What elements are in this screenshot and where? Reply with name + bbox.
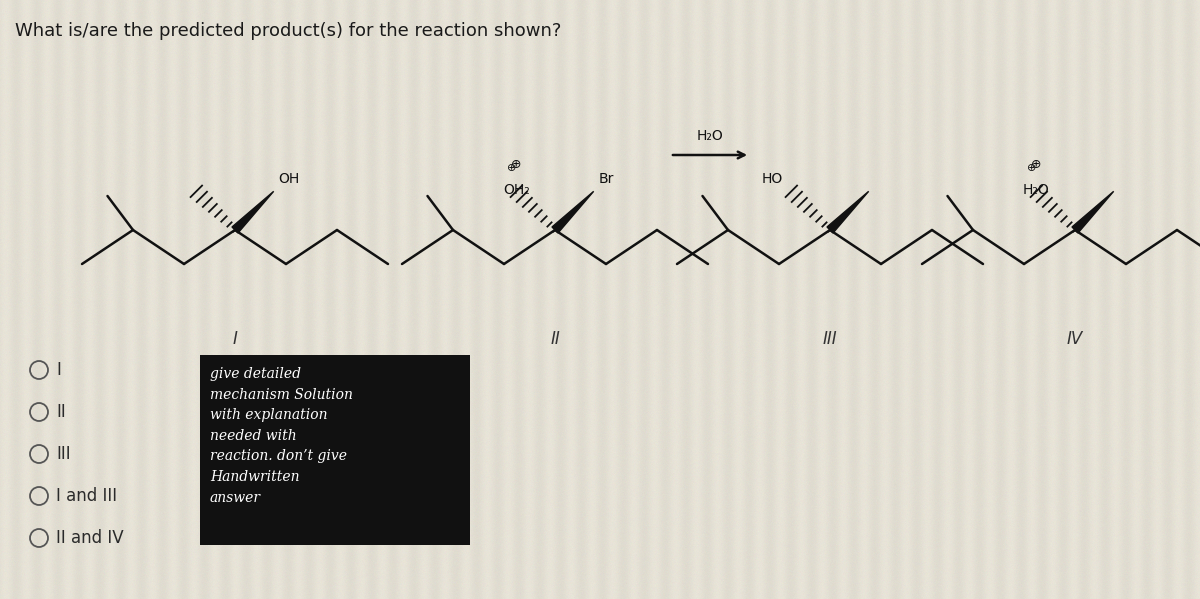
Text: IV: IV [1067,330,1084,348]
Text: ⊕: ⊕ [1031,158,1042,171]
FancyBboxPatch shape [200,355,470,545]
Text: III: III [56,445,71,463]
Text: ⊕: ⊕ [1027,164,1036,173]
Text: OH: OH [278,173,300,186]
Text: give detailed
mechanism Solution
with explanation
needed with
reaction. don’t gi: give detailed mechanism Solution with ex… [210,367,353,504]
Text: I: I [233,330,238,348]
Text: What is/are the predicted product(s) for the reaction shown?: What is/are the predicted product(s) for… [14,22,562,40]
Text: I: I [56,361,61,379]
Text: ⊕: ⊕ [511,158,522,171]
Text: II and IV: II and IV [56,529,124,547]
Text: H₂O: H₂O [697,129,724,143]
Text: H₂O: H₂O [1022,183,1050,197]
Polygon shape [232,191,274,233]
Text: OH₂: OH₂ [503,183,529,197]
Polygon shape [827,191,869,233]
Text: III: III [823,330,838,348]
Polygon shape [552,191,594,233]
Text: II: II [56,403,66,421]
Text: ⊕: ⊕ [506,164,516,173]
Text: II: II [550,330,560,348]
Text: I and III: I and III [56,487,118,505]
Text: HO: HO [762,173,784,186]
Polygon shape [1072,191,1114,233]
Text: Br: Br [599,173,614,186]
